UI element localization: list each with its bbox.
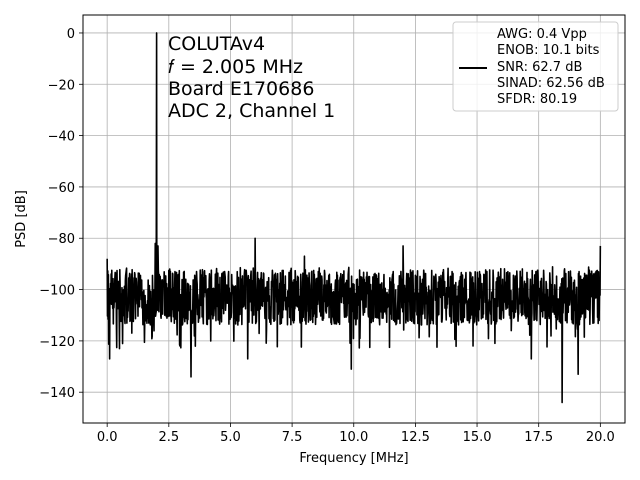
y-tick-label: 0: [67, 27, 75, 42]
y-tick-label: −140: [39, 386, 75, 401]
y-tick-label: −20: [48, 78, 75, 93]
annotation-line-4: ADC 2, Channel 1: [168, 100, 335, 122]
y-tick-label: −120: [39, 335, 75, 350]
x-axis-label: Frequency [MHz]: [299, 451, 408, 466]
legend-entry-line-2: ENOB: 10.1 bits: [497, 43, 600, 58]
x-tick-label: 15.0: [463, 430, 492, 445]
annotation-line-3: Board E170686: [168, 78, 314, 100]
x-tick-label: 20.0: [586, 430, 615, 445]
x-tick-label: 7.5: [282, 430, 303, 445]
series-psd: [106, 32, 602, 404]
psd-line: [106, 32, 602, 404]
x-tick-label: 0.0: [97, 430, 118, 445]
y-tick-label: −60: [48, 181, 75, 196]
legend-entry-line-5: SFDR: 80.19: [497, 92, 577, 107]
annotation-box: COLUTAv4 𝑓 = 2.005 MHz Board E170686 ADC…: [168, 33, 335, 122]
x-tick-label: 12.5: [401, 430, 430, 445]
legend-entry-line-4: SINAD: 62.56 dB: [497, 76, 605, 91]
x-tick-label: 2.5: [158, 430, 179, 445]
annotation-line-1: COLUTAv4: [168, 33, 265, 55]
legend: AWG: 0.4 Vpp ENOB: 10.1 bits SNR: 62.7 d…: [452, 21, 619, 112]
x-tick-label: 17.5: [524, 430, 553, 445]
legend-entry-line-1: AWG: 0.4 Vpp: [497, 27, 587, 42]
legend-entry-line-3: SNR: 62.7 dB: [497, 60, 582, 75]
y-tick-label: −100: [39, 284, 75, 299]
x-tick-label: 10.0: [339, 430, 368, 445]
y-tick-label: −40: [48, 130, 75, 145]
y-tick-label: −80: [48, 232, 75, 247]
annotation-line-2: 𝑓 = 2.005 MHz: [168, 56, 303, 78]
y-axis-label: PSD [dB]: [14, 190, 29, 248]
axis-ticks: 0.0 2.5 5.0 7.5 10.0 12.5 15.0 17.5 20.0 0 −20 −40 −…: [39, 27, 615, 445]
x-tick-label: 5.0: [220, 430, 241, 445]
legend-box: [452, 21, 619, 112]
